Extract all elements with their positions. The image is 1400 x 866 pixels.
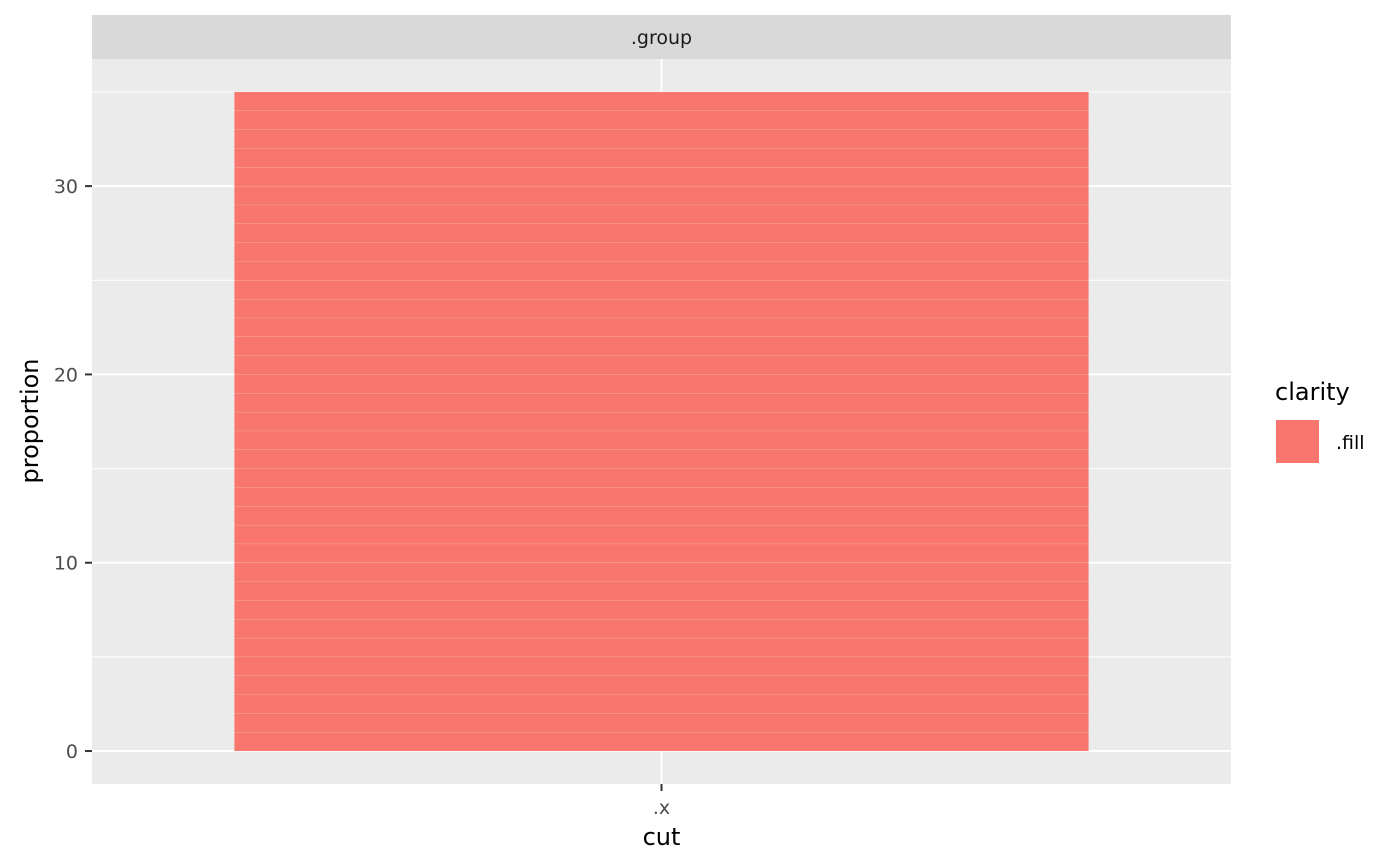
facet-strip bbox=[92, 15, 1231, 59]
bar-segment bbox=[234, 166, 1089, 187]
bar-segment bbox=[234, 110, 1089, 130]
legend-key-fill bbox=[1276, 420, 1319, 463]
bar-segment bbox=[234, 223, 1089, 243]
x-tick-label: .x bbox=[653, 797, 670, 819]
bar-segment bbox=[234, 129, 1089, 149]
bar-segment bbox=[234, 91, 1089, 112]
bar-segment bbox=[234, 298, 1089, 319]
bar-segment bbox=[234, 524, 1089, 545]
bar-segment bbox=[234, 505, 1089, 526]
bar-segment bbox=[234, 600, 1089, 620]
x-axis-title: cut bbox=[643, 823, 681, 851]
y-tick-label: 30 bbox=[54, 176, 78, 198]
bar-segment bbox=[234, 468, 1089, 488]
bar-segment bbox=[234, 355, 1089, 375]
bar-segment bbox=[234, 411, 1089, 432]
bar-segment bbox=[234, 204, 1089, 225]
bar-segment bbox=[234, 336, 1089, 356]
y-axis: 0 10 20 30 bbox=[54, 176, 92, 763]
legend-label-fill: .fill bbox=[1336, 432, 1365, 454]
bar-segment bbox=[234, 543, 1089, 564]
bar-segment bbox=[234, 694, 1089, 714]
bar-segment bbox=[234, 487, 1089, 507]
bar-segment bbox=[234, 148, 1089, 168]
bar-segment bbox=[234, 731, 1089, 752]
bar-segment bbox=[234, 618, 1089, 639]
y-tick-label: 10 bbox=[54, 553, 78, 575]
bar-segment bbox=[234, 562, 1089, 582]
bars bbox=[234, 91, 1089, 752]
bar-segment bbox=[234, 279, 1089, 300]
bar-segment bbox=[234, 581, 1089, 601]
facet-strip-label: .group bbox=[631, 27, 692, 49]
bar-segment bbox=[234, 242, 1089, 262]
bar-segment bbox=[234, 392, 1089, 413]
bar-segment bbox=[234, 374, 1089, 394]
bar-segment bbox=[234, 713, 1089, 733]
y-tick-label: 20 bbox=[54, 364, 78, 386]
y-axis-title: proportion bbox=[16, 358, 44, 483]
bar-segment bbox=[234, 656, 1089, 677]
y-tick-label: 0 bbox=[66, 741, 78, 763]
x-axis: .x bbox=[653, 784, 670, 819]
bar-segment bbox=[234, 261, 1089, 281]
bar-segment bbox=[234, 430, 1089, 451]
bar-segment bbox=[234, 675, 1089, 695]
bar-segment bbox=[234, 317, 1089, 338]
legend-title: clarity bbox=[1275, 378, 1350, 406]
bar-segment bbox=[234, 637, 1089, 658]
bar-segment bbox=[234, 185, 1089, 206]
bar-segment bbox=[234, 449, 1089, 469]
legend: clarity .fill bbox=[1275, 378, 1365, 463]
